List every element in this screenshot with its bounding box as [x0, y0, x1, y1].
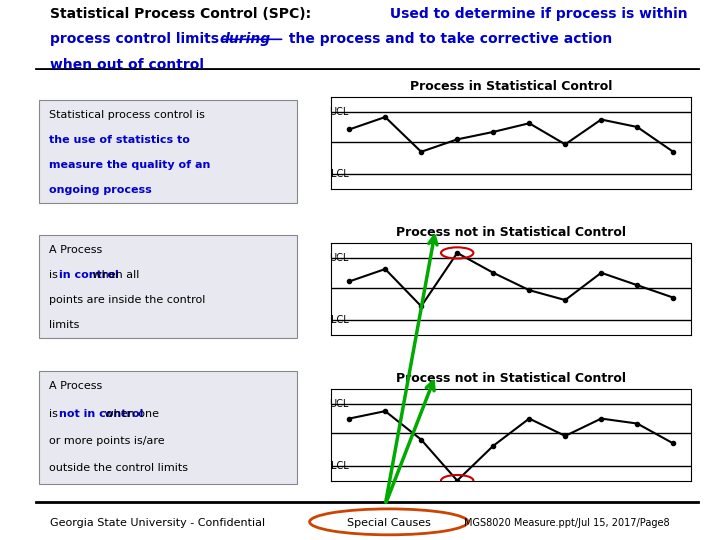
Text: process control limits: process control limits [50, 31, 224, 45]
Text: LCL: LCL [330, 461, 348, 471]
Text: Statistical process control is: Statistical process control is [49, 110, 205, 120]
Text: Process not in Statistical Control: Process not in Statistical Control [396, 372, 626, 384]
Text: UCL: UCL [329, 253, 348, 263]
Text: measure the quality of an: measure the quality of an [49, 160, 211, 170]
Text: in control: in control [58, 270, 118, 280]
Text: or more points is/are: or more points is/are [49, 436, 165, 446]
Text: A Process: A Process [49, 245, 102, 255]
FancyBboxPatch shape [39, 100, 297, 203]
Text: Used to determine if process is within: Used to determine if process is within [385, 7, 688, 21]
Text: during: during [220, 31, 271, 45]
Text: Process in Statistical Control: Process in Statistical Control [410, 80, 613, 93]
Text: Statistical Process Control (SPC):: Statistical Process Control (SPC): [50, 7, 312, 21]
Text: points are inside the control: points are inside the control [49, 295, 206, 305]
Text: MGS8020 Measure.ppt/Jul 15, 2017/Page8: MGS8020 Measure.ppt/Jul 15, 2017/Page8 [464, 518, 670, 528]
Text: the use of statistics to: the use of statistics to [49, 135, 190, 145]
Text: UCL: UCL [329, 399, 348, 409]
Text: ongoing process: ongoing process [49, 185, 152, 195]
Text: the process and to take corrective action: the process and to take corrective actio… [284, 31, 613, 45]
Text: A Process: A Process [49, 381, 102, 391]
Text: Georgia State University - Confidential: Georgia State University - Confidential [50, 518, 266, 528]
Text: when out of control: when out of control [50, 58, 204, 72]
Text: Process not in Statistical Control: Process not in Statistical Control [396, 226, 626, 239]
Text: not in control: not in control [58, 409, 143, 419]
Text: UCL: UCL [329, 107, 348, 117]
Text: is: is [49, 270, 62, 280]
Text: when all: when all [89, 270, 140, 280]
FancyBboxPatch shape [39, 371, 297, 484]
Text: Special Causes: Special Causes [347, 518, 431, 528]
Text: LCL: LCL [330, 169, 348, 179]
Text: when one: when one [102, 409, 159, 419]
Text: LCL: LCL [330, 315, 348, 325]
Text: is: is [49, 409, 62, 419]
Text: outside the control limits: outside the control limits [49, 463, 189, 474]
Text: limits: limits [49, 320, 80, 330]
FancyBboxPatch shape [39, 235, 297, 338]
